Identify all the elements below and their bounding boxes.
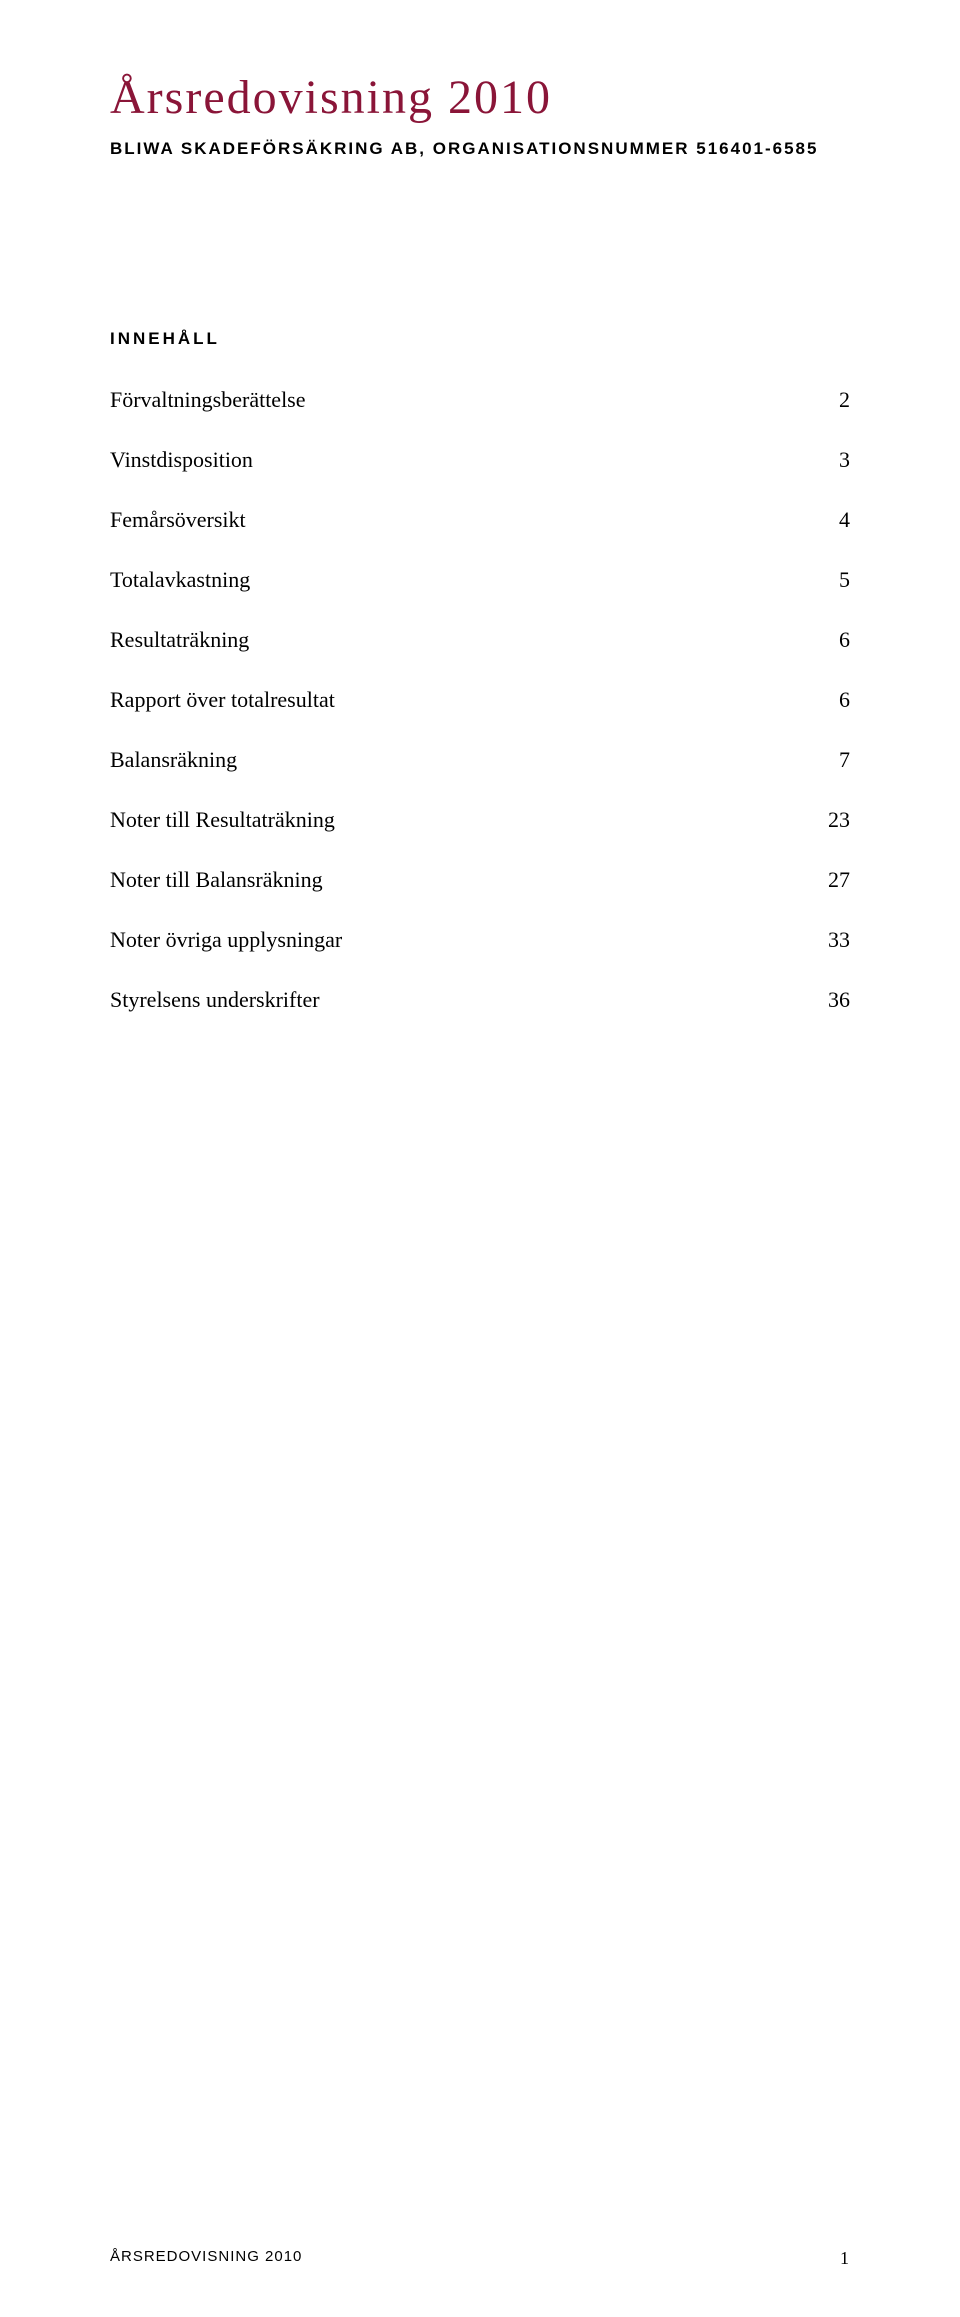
toc-item-page: 27 — [810, 867, 850, 893]
toc-item-label: Noter till Resultaträkning — [110, 807, 335, 833]
toc-item-label: Balansräkning — [110, 747, 237, 773]
toc-heading: INNEHÅLL — [110, 329, 850, 349]
toc-row: Styrelsens underskrifter 36 — [110, 987, 850, 1013]
toc-item-label: Förvaltningsberättelse — [110, 387, 306, 413]
document-title: Årsredovisning 2010 — [110, 70, 850, 125]
toc-row: Resultaträkning 6 — [110, 627, 850, 653]
toc-item-label: Resultaträkning — [110, 627, 249, 653]
toc-item-label: Rapport över totalresultat — [110, 687, 335, 713]
table-of-contents: Förvaltningsberättelse 2 Vinstdispositio… — [110, 387, 850, 1013]
toc-item-page: 33 — [810, 927, 850, 953]
toc-row: Rapport över totalresultat 6 — [110, 687, 850, 713]
toc-row: Balansräkning 7 — [110, 747, 850, 773]
toc-item-label: Noter till Balansräkning — [110, 867, 323, 893]
toc-item-label: Totalavkastning — [110, 567, 250, 593]
page-footer: ÅRSREDOVISNING 2010 1 — [110, 2248, 850, 2269]
toc-row: Totalavkastning 5 — [110, 567, 850, 593]
toc-row: Förvaltningsberättelse 2 — [110, 387, 850, 413]
toc-row: Noter övriga upplysningar 33 — [110, 927, 850, 953]
toc-item-page: 3 — [810, 447, 850, 473]
toc-row: Noter till Balansräkning 27 — [110, 867, 850, 893]
page: Årsredovisning 2010 BLIWA SKADEFÖRSÄKRIN… — [0, 0, 960, 2317]
toc-item-page: 23 — [810, 807, 850, 833]
toc-item-label: Noter övriga upplysningar — [110, 927, 342, 953]
toc-item-page: 36 — [810, 987, 850, 1013]
toc-item-page: 7 — [810, 747, 850, 773]
toc-item-page: 4 — [810, 507, 850, 533]
toc-item-label: Styrelsens underskrifter — [110, 987, 320, 1013]
toc-item-page: 5 — [810, 567, 850, 593]
document-subtitle: BLIWA SKADEFÖRSÄKRING AB, ORGANISATIONSN… — [110, 139, 850, 159]
footer-page-number: 1 — [840, 2248, 850, 2269]
toc-row: Noter till Resultaträkning 23 — [110, 807, 850, 833]
toc-row: Vinstdisposition 3 — [110, 447, 850, 473]
toc-item-label: Vinstdisposition — [110, 447, 253, 473]
toc-item-page: 6 — [810, 687, 850, 713]
toc-item-label: Femårsöversikt — [110, 507, 246, 533]
toc-item-page: 6 — [810, 627, 850, 653]
footer-left: ÅRSREDOVISNING 2010 — [110, 2248, 302, 2269]
toc-item-page: 2 — [810, 387, 850, 413]
toc-row: Femårsöversikt 4 — [110, 507, 850, 533]
